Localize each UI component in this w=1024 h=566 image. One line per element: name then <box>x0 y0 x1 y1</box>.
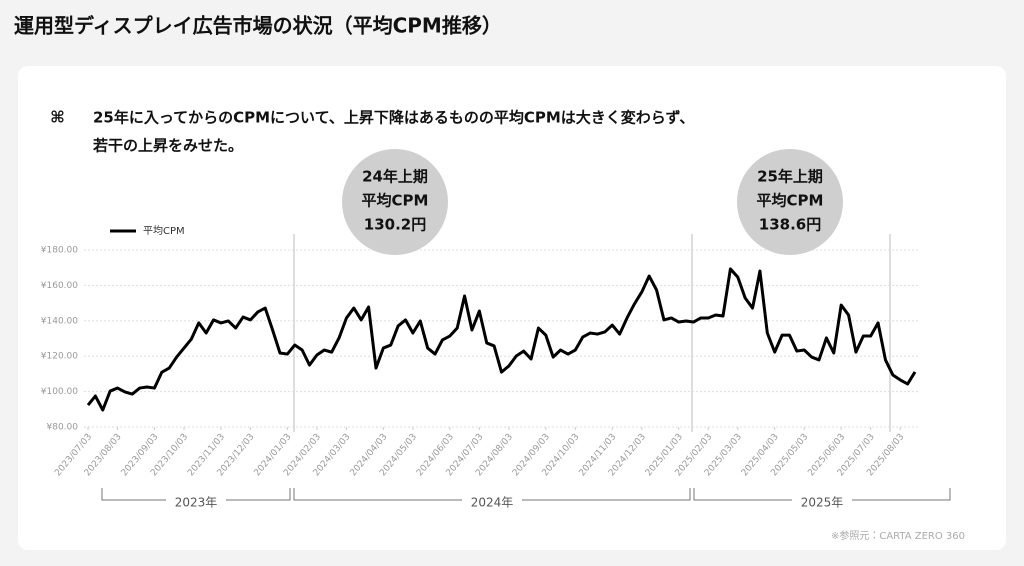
y-tick-label: ¥100.00 <box>41 387 78 397</box>
period-bracket <box>101 488 291 501</box>
bullet: ⌘ <box>50 108 65 127</box>
bubble-text: 25年上期 <box>757 168 823 186</box>
bubble <box>737 149 843 255</box>
period-label: 2024年 <box>471 496 514 510</box>
legend-label: 平均CPM <box>143 224 185 237</box>
bubble-text: 平均CPM <box>362 192 429 210</box>
bubble-text: 130.2円 <box>364 216 426 234</box>
period-bracket <box>693 488 951 501</box>
cpm-line <box>86 267 917 412</box>
y-tick-label: ¥80.00 <box>47 423 79 433</box>
period-label: 2023年 <box>175 496 218 510</box>
note-line: 25年に入ってからのCPMについて、上昇下降はあるものの平均CPMは大きく変わら… <box>93 109 694 127</box>
y-tick-label: ¥120.00 <box>41 352 78 362</box>
y-tick-label: ¥180.00 <box>41 246 78 256</box>
bubble-text: 平均CPM <box>757 192 824 210</box>
bubble <box>342 149 448 255</box>
source: ※参照元：CARTA ZERO 360 <box>831 530 965 542</box>
y-tick-label: ¥160.00 <box>41 281 78 291</box>
note-line: 若干の上昇をみせた。 <box>92 137 243 155</box>
page-title: 運用型ディスプレイ広告市場の状況（平均CPM推移） <box>14 14 502 38</box>
period-label: 2025年 <box>801 496 844 510</box>
y-tick-label: ¥140.00 <box>41 316 78 326</box>
bubble-text: 138.6円 <box>759 216 821 234</box>
bubble-text: 24年上期 <box>362 168 428 186</box>
period-bracket <box>293 488 691 501</box>
